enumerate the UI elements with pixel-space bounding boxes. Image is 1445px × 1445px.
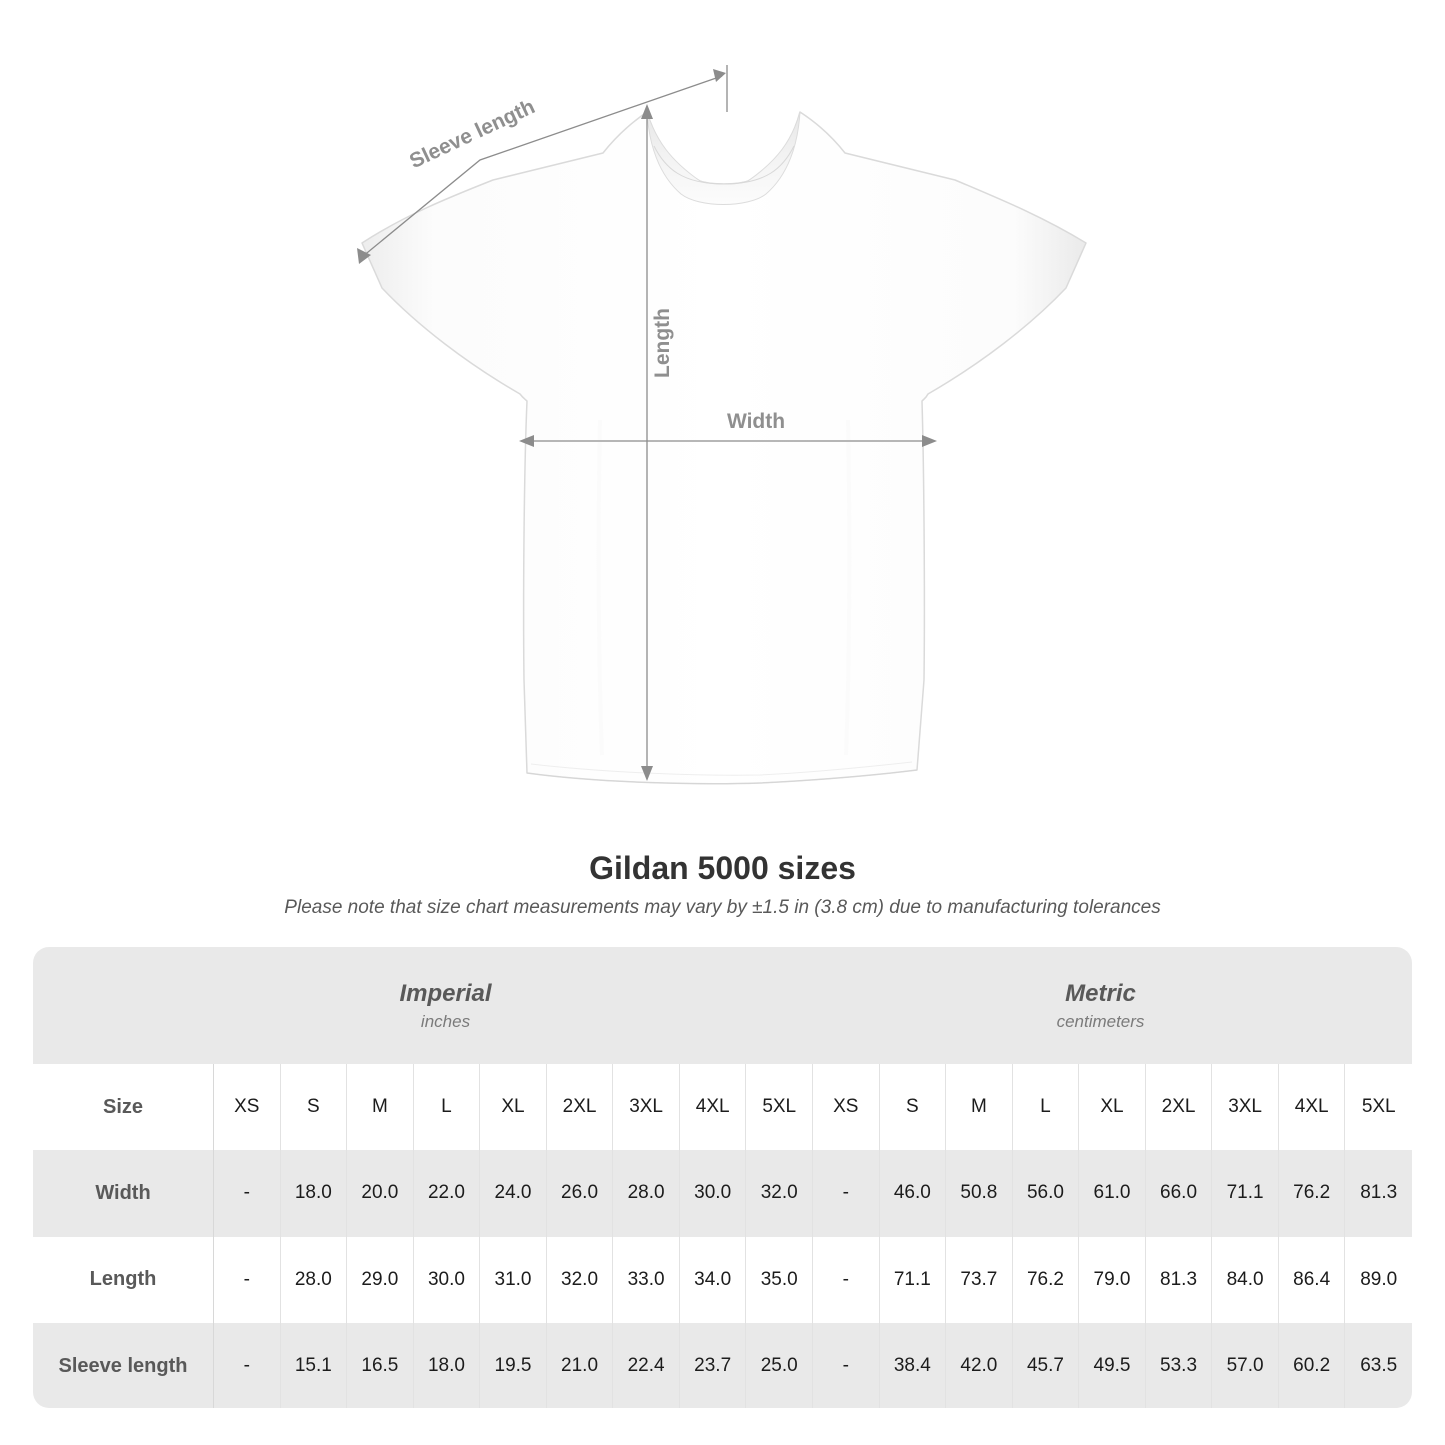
svg-text:Length: Length xyxy=(651,308,674,378)
svg-text:Sleeve length: Sleeve length xyxy=(406,95,538,173)
svg-text:Width: Width xyxy=(727,410,785,433)
